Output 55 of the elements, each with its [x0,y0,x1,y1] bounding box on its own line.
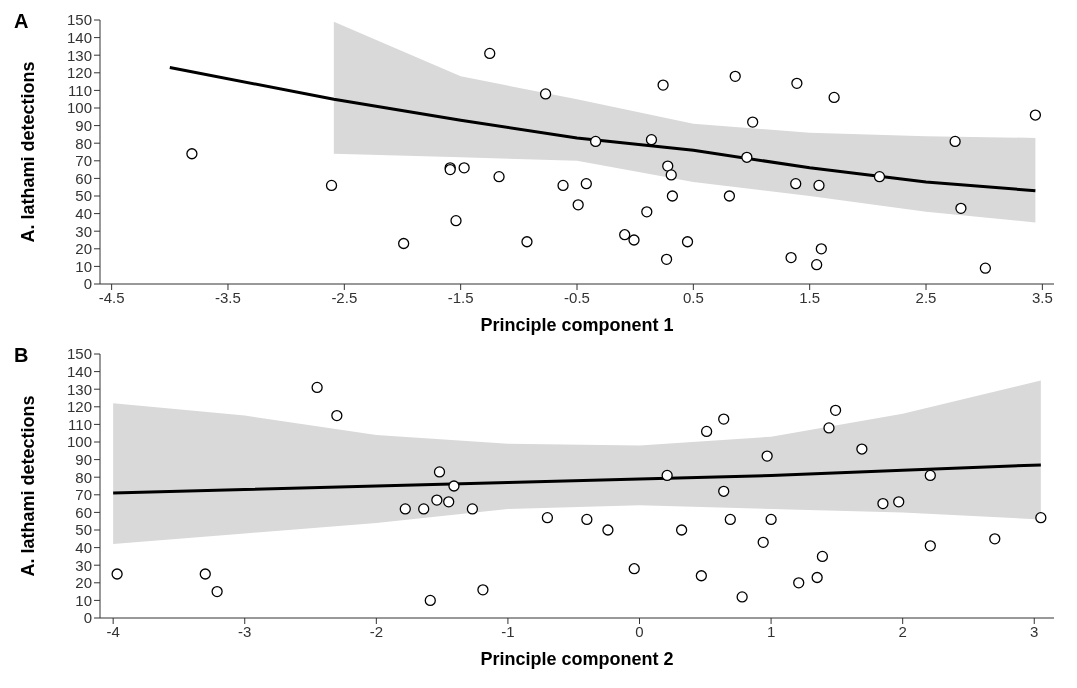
y-axis-title: A. lathami detections [18,395,39,577]
x-tick-label: 2 [898,622,907,640]
x-tick-label: -3.5 [215,288,241,306]
y-tick-label: 20 [75,240,92,258]
x-axis-title: Principle component 2 [480,648,674,669]
y-tick-label: 70 [75,486,92,504]
y-tick-label: 130 [66,46,92,64]
y-tick-label: 80 [75,468,92,486]
y-tick-label: 70 [75,152,92,170]
y-tick-label: 60 [75,169,92,187]
y-tick-label: 10 [75,591,92,609]
y-tick-label: 90 [75,116,92,134]
y-tick-label: 90 [75,450,92,468]
y-tick-label: 140 [66,28,92,46]
y-tick-label: 100 [66,99,92,117]
y-tick-label: 150 [66,345,92,363]
y-tick-label: 30 [75,556,92,574]
text: B [14,344,29,367]
y-tick-label: 80 [75,134,92,152]
y-axis-title: A. lathami detections [18,61,39,243]
x-tick-label: -1.5 [447,288,474,306]
x-tick-label: -2.5 [331,288,358,306]
x-tick-label: -4 [106,622,120,640]
x-axis-title: Principle component 1 [480,314,674,335]
y-tick-label: 100 [66,433,92,451]
y-tick-label: 120 [66,64,92,82]
y-tick-label: 50 [75,187,92,205]
text: A [14,10,29,33]
x-tick-label: 3.5 [1031,288,1053,306]
x-tick-label: 2.5 [915,288,937,306]
y-tick-label: 10 [75,257,92,275]
y-tick-label: 0 [83,275,92,293]
y-tick-label: 130 [66,380,92,398]
y-tick-label: 120 [66,398,92,416]
y-tick-label: 40 [75,204,92,222]
x-tick-label: 0 [635,622,644,640]
y-tick-label: 140 [66,362,92,380]
x-tick-label: -2 [369,622,383,640]
x-tick-label: -3 [238,622,252,640]
y-tick-label: 110 [68,81,92,99]
x-tick-label: 0.5 [682,288,704,306]
y-tick-label: 50 [75,521,92,539]
y-tick-label: 40 [75,538,92,556]
x-tick-label: 3 [1030,622,1039,640]
y-tick-label: 20 [75,574,92,592]
x-tick-label: -0.5 [564,288,590,306]
x-tick-label: 1 [766,622,776,640]
x-tick-label: -1 [501,622,515,640]
y-tick-label: 0 [83,609,92,627]
x-tick-label: -4.5 [98,288,125,306]
y-tick-label: 150 [66,11,92,29]
x-tick-label: 1.5 [799,288,821,306]
y-tick-label: 60 [75,503,92,521]
y-tick-label: 110 [68,415,92,433]
y-tick-label: 30 [75,222,92,240]
